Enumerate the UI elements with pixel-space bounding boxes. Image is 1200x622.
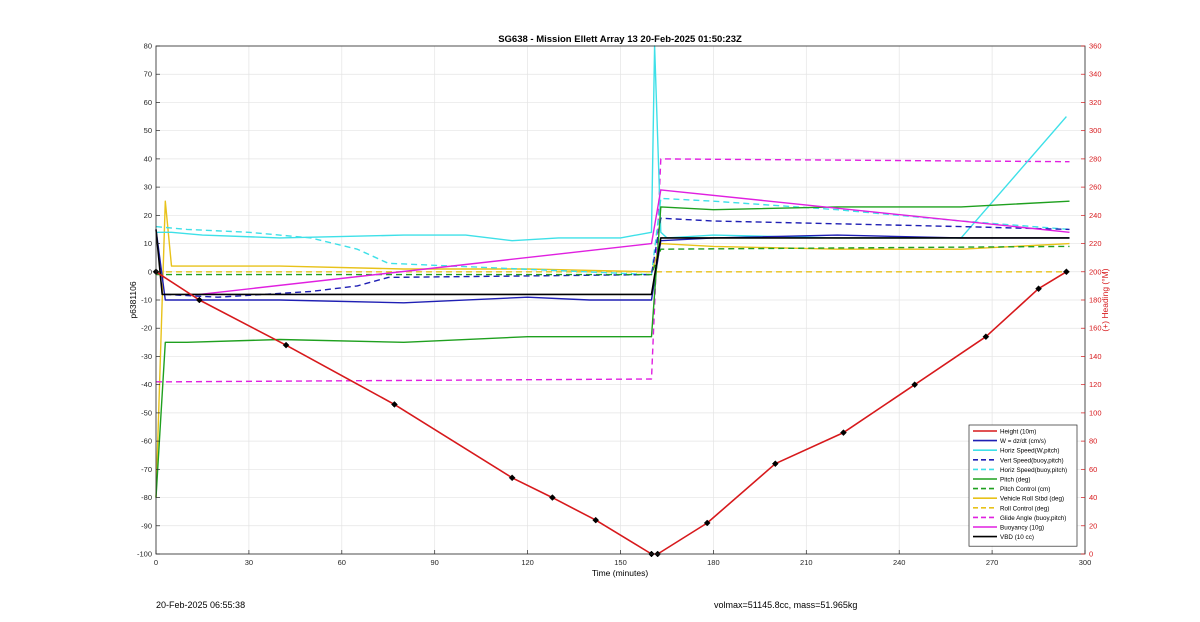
legend-label: Pitch (deg) (1000, 477, 1030, 484)
legend-label: Horiz Speed(buoy,pitch) (1000, 467, 1067, 474)
y-right-tick-label: 60 (1089, 465, 1097, 474)
x-tick-label: 60 (338, 558, 346, 567)
legend-label: Glide Angle (buoy,pitch) (1000, 515, 1066, 522)
y-right-tick-label: 160 (1089, 324, 1102, 333)
height-markers (152, 268, 1070, 558)
series-line-7 (155, 200, 1070, 498)
y-axis-label: p6381106 (128, 281, 138, 318)
y-axis-ticks: -100-90-80-70-60-50-40-30-20-10010203040… (137, 42, 160, 559)
series-line-2 (156, 45, 1067, 242)
y-tick-label: -20 (141, 324, 152, 333)
y-right-tick-label: 260 (1089, 183, 1102, 192)
footer-stats: volmax=51145.8cc, mass=51.965kg (714, 600, 858, 610)
y-right-tick-label: 300 (1089, 126, 1102, 135)
y-right-tick-label: 360 (1089, 42, 1102, 51)
chart-title: SG638 - Mission Ellett Array 13 20-Feb-2… (498, 34, 742, 45)
legend-label: Vehicle Roll Stbd (deg) (1000, 496, 1064, 503)
legend-label: Pitch Control (cm) (1000, 486, 1050, 493)
legend-label: W = dz/dt (cm/s) (1000, 438, 1046, 445)
y-right-tick-label: 100 (1089, 408, 1102, 417)
y-right-tick-label: 320 (1089, 98, 1102, 107)
legend-label: Vert Speed(buoy,pitch) (1000, 457, 1064, 464)
legend-box (968, 424, 1078, 547)
x-tick-label: 150 (614, 558, 627, 567)
y-tick-label: -30 (141, 352, 152, 361)
x-tick-label: 240 (893, 558, 906, 567)
legend-label: Height (10m) (1000, 429, 1036, 436)
x-tick-label: 0 (154, 558, 158, 567)
x-axis-label: Time (minutes) (592, 568, 649, 578)
height-marker (592, 516, 600, 524)
y-tick-label: -70 (141, 465, 152, 474)
y-tick-label: 0 (148, 267, 152, 276)
y-right-tick-label: 20 (1089, 521, 1097, 530)
x-tick-label: 210 (800, 558, 813, 567)
y-right-tick-label: 340 (1089, 70, 1102, 79)
y-right-tick-label: 0 (1089, 550, 1093, 559)
y-right-axis-ticks: 0 20 40 60 80 100 120 140 160 180 200 220 240 260 280 3… (1081, 42, 1102, 559)
y-tick-label: 50 (144, 126, 152, 135)
y-tick-label: -80 (141, 493, 152, 502)
y-right-tick-label: 40 (1089, 493, 1097, 502)
height-marker (391, 401, 398, 408)
y-tick-label: 80 (144, 42, 152, 51)
height-marker (282, 341, 290, 349)
legend-label: Buoyancy (10g) (1000, 525, 1044, 532)
y-tick-label: 20 (144, 211, 152, 220)
legend-label: Roll Control (deg) (1000, 505, 1049, 512)
series-line-3 (165, 217, 1070, 298)
series-line-5 (155, 200, 1070, 498)
series-line-9 (156, 158, 1070, 383)
height-marker (508, 474, 516, 482)
x-tick-label: 30 (245, 558, 253, 567)
x-tick-label: 300 (1079, 558, 1092, 567)
height-marker (771, 460, 779, 468)
y-tick-label: -90 (141, 521, 152, 530)
height-marker (911, 381, 919, 389)
y-tick-label: 30 (144, 183, 152, 192)
y-right-tick-label: 280 (1089, 154, 1102, 163)
y-tick-label: 10 (144, 239, 152, 248)
y-tick-label: -60 (141, 437, 152, 446)
legend-label: VBD (10 cc) (1000, 534, 1034, 541)
x-tick-label: 90 (431, 558, 439, 567)
series-line-4 (155, 197, 1070, 276)
y-tick-label: 60 (144, 98, 152, 107)
x-tick-label: 270 (986, 558, 999, 567)
y-tick-label: -40 (141, 380, 152, 389)
y-tick-label: -100 (137, 550, 152, 559)
series-line-10 (199, 189, 1070, 296)
height-marker (1063, 268, 1070, 276)
y-right-tick-label: 140 (1089, 352, 1102, 361)
y-tick-label: -50 (141, 408, 152, 417)
height-marker (195, 296, 203, 304)
x-tick-label: 120 (521, 558, 534, 567)
height-marker (1035, 285, 1042, 293)
height-marker (982, 333, 990, 341)
height-marker (703, 519, 711, 527)
height-marker (549, 494, 556, 501)
y-tick-label: -10 (141, 296, 152, 305)
footer-timestamp: 20-Feb-2025 06:55:38 (156, 600, 246, 610)
y-right-tick-label: 180 (1089, 296, 1102, 305)
y-right-axis-label: (+) Heading (°M) (1100, 268, 1110, 331)
series-line-11 (155, 229, 1070, 296)
x-axis-ticks: 0 30 60 90 120 150 180 210 240 270 300 (154, 550, 1091, 567)
y-right-tick-label: 200 (1089, 267, 1102, 276)
height-marker (840, 429, 847, 436)
y-tick-label: 70 (144, 70, 152, 79)
y-right-tick-label: 220 (1089, 239, 1102, 248)
x-tick-label: 180 (707, 558, 720, 567)
y-tick-label: 40 (144, 154, 152, 163)
legend-label: Horiz Speed(W,pitch) (1000, 448, 1060, 455)
y-right-tick-label: 240 (1089, 211, 1102, 220)
legend: Height (10m) W = dz/dt (cm/s) Horiz Speed(… (968, 424, 1078, 547)
y-right-tick-label: 80 (1089, 437, 1097, 446)
y-right-tick-label: 120 (1089, 380, 1102, 389)
